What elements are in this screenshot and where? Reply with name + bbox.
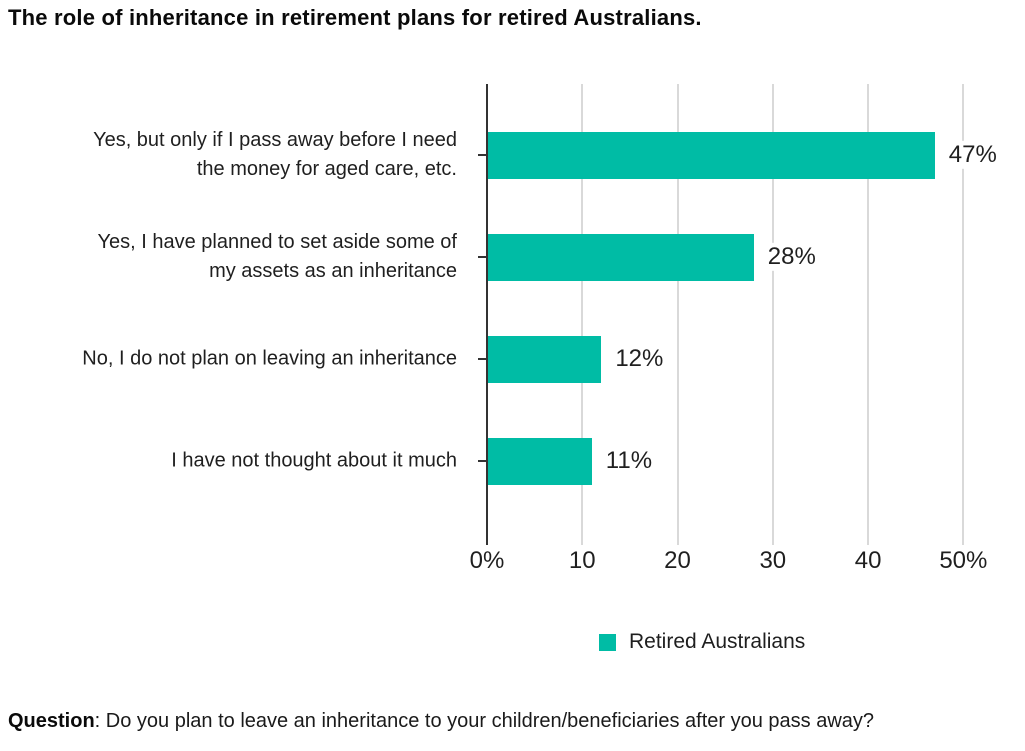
x-tick-label: 50% xyxy=(939,547,988,574)
question-text: Question: Do you plan to leave an inheri… xyxy=(8,710,1018,733)
question-bold-label: Question xyxy=(8,710,95,732)
x-tick-label: 10 xyxy=(568,547,596,574)
gridline xyxy=(771,84,774,537)
x-tick-label: 0% xyxy=(469,547,505,574)
y-axis-tick xyxy=(478,358,487,360)
gridline xyxy=(581,84,584,537)
x-tick-mark xyxy=(771,537,774,545)
x-tick-label: 30 xyxy=(759,547,787,574)
legend-swatch xyxy=(599,633,616,651)
x-tick-label: 40 xyxy=(854,547,882,574)
category-label-line: my assets as an inheritance xyxy=(209,260,457,282)
category-label: Yes, but only if I pass away before I ne… xyxy=(7,126,457,184)
gridline xyxy=(867,84,870,537)
x-tick-mark xyxy=(581,537,584,545)
plot-area: 47% 28% 12% 11% xyxy=(478,84,1011,545)
bar xyxy=(487,335,602,383)
legend-label: Retired Australians xyxy=(629,630,806,653)
y-axis-tick xyxy=(478,460,487,462)
bar xyxy=(487,131,935,179)
legend: Retired Australians xyxy=(599,630,805,654)
x-tick-mark xyxy=(962,537,965,545)
y-axis-tick xyxy=(478,154,487,156)
x-tick-mark xyxy=(676,537,679,545)
category-label: Yes, I have planned to set aside some of… xyxy=(7,228,457,286)
category-label-line: the money for aged care, etc. xyxy=(196,158,457,180)
question-body: : Do you plan to leave an inheritance to… xyxy=(94,710,875,732)
gridline xyxy=(962,84,965,537)
bar-value-label: 47% xyxy=(945,140,1000,170)
x-tick-mark xyxy=(867,537,870,545)
x-axis-labels: 0% 10 20 30 40 50% xyxy=(470,547,1011,577)
chart-title: The role of inheritance in retirement pl… xyxy=(8,5,702,30)
y-axis-line xyxy=(486,84,488,545)
bar xyxy=(487,437,592,485)
category-label-line: Yes, I have planned to set aside some of xyxy=(97,231,457,253)
category-label: I have not thought about it much xyxy=(7,447,457,476)
category-label: No, I do not plan on leaving an inherita… xyxy=(7,345,457,374)
bar-value-label: 28% xyxy=(764,242,819,272)
bar-value-label: 12% xyxy=(612,344,667,374)
category-label-line: I have not thought about it much xyxy=(171,449,457,472)
gridline xyxy=(676,84,679,537)
category-label-line: No, I do not plan on leaving an inherita… xyxy=(82,347,457,370)
x-tick-label: 20 xyxy=(664,547,691,574)
bar xyxy=(487,233,754,281)
bar-value-label: 11% xyxy=(602,446,656,476)
category-label-line: Yes, but only if I pass away before I ne… xyxy=(93,129,457,151)
y-axis-tick xyxy=(478,256,487,258)
